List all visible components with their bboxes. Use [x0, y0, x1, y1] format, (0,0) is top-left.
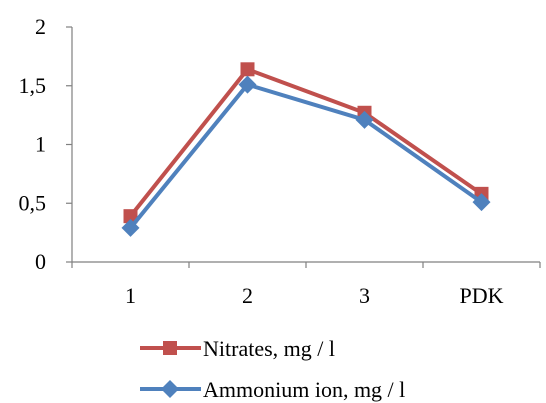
- series-layer: [121, 62, 491, 237]
- x-tick-label: 2: [242, 283, 253, 308]
- data-point-marker: [123, 209, 138, 224]
- data-point-marker: [355, 110, 374, 129]
- x-tick-labels: 1 2 3 PDK: [125, 283, 504, 308]
- x-tick-label: 3: [359, 283, 370, 308]
- data-point-marker: [121, 218, 140, 237]
- data-point-marker: [240, 62, 255, 77]
- data-point-marker: [161, 380, 179, 398]
- legend: Nitrates, mg / l Ammonium ion, mg / l: [140, 336, 405, 402]
- legend-label: Nitrates, mg / l: [203, 336, 335, 361]
- y-tick-labels: 0 0,5 1 1,5 2: [19, 14, 47, 274]
- x-tick-label: PDK: [459, 283, 503, 308]
- series-2: [121, 75, 491, 237]
- legend-item: Nitrates, mg / l: [140, 336, 335, 361]
- data-point-marker: [163, 341, 177, 355]
- data-point-marker: [238, 75, 257, 94]
- legend-label: Ammonium ion, mg / l: [203, 377, 405, 402]
- y-tick-label: 2: [35, 14, 46, 39]
- series-line: [128, 67, 483, 218]
- legend-item: Ammonium ion, mg / l: [140, 377, 405, 402]
- data-point-marker: [472, 193, 491, 212]
- series-line: [128, 82, 483, 230]
- x-tick-label: 1: [125, 283, 136, 308]
- series-1: [123, 62, 489, 224]
- y-tick-label: 0,5: [19, 190, 47, 215]
- y-tick-label: 1,5: [19, 73, 47, 98]
- chart-axes: [66, 26, 541, 268]
- y-tick-label: 1: [35, 132, 46, 157]
- y-tick-label: 0: [35, 249, 46, 274]
